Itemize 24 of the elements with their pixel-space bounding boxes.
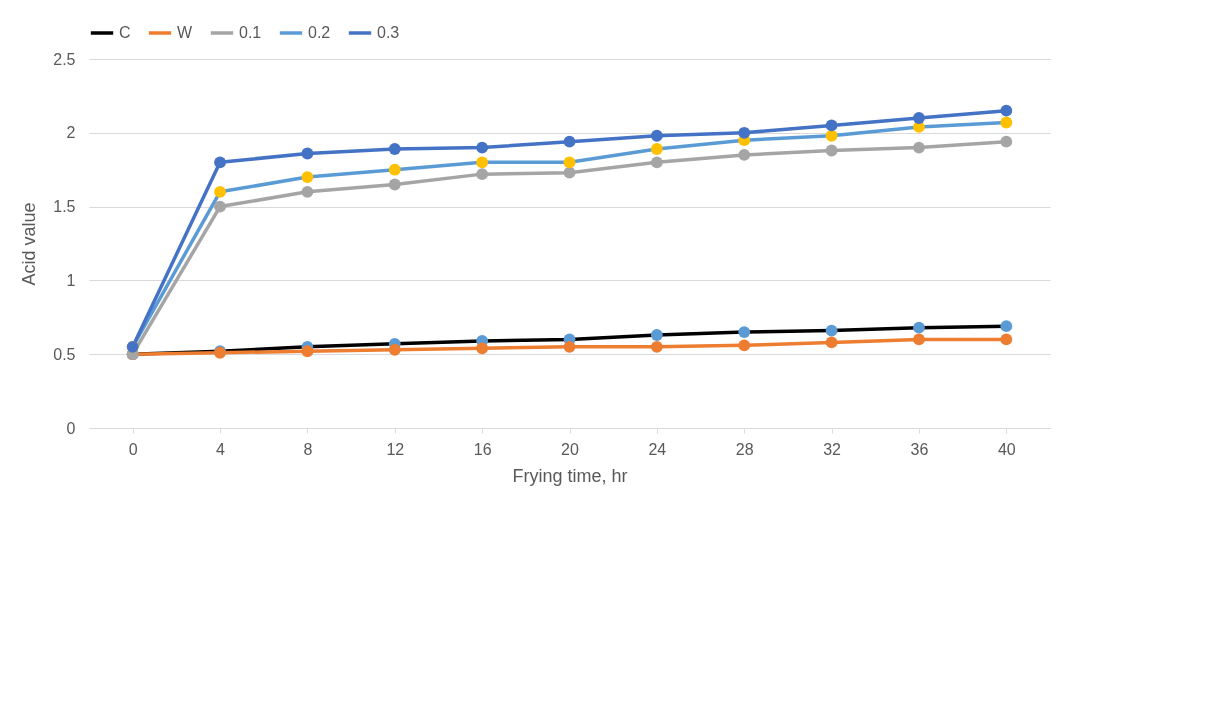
x-tick-label: 8 <box>303 440 313 458</box>
x-tick-label: 12 <box>386 440 405 458</box>
y-tick-label: 2.5 <box>53 50 76 68</box>
y-tick-label: 0 <box>66 419 76 437</box>
x-tick-label: 40 <box>997 440 1016 458</box>
legend-label: 0.1 <box>239 24 262 41</box>
x-tick-label: 32 <box>823 440 842 458</box>
x-tick-label: 0 <box>128 440 138 458</box>
legend-label: C <box>119 24 131 41</box>
y-tick-label: 2 <box>66 124 76 142</box>
y-axis-title: Acid value <box>19 202 40 286</box>
x-tick-label: 20 <box>561 440 579 458</box>
y-tick-label: 0.5 <box>53 345 76 363</box>
y-tick-label: 1.5 <box>53 198 76 216</box>
legend-label: 0.3 <box>377 24 400 41</box>
legend-label: W <box>177 24 193 41</box>
x-tick-label: 16 <box>473 440 492 458</box>
x-tick-label: 4 <box>216 440 226 458</box>
x-tick-label: 36 <box>910 440 929 458</box>
legend-label: 0.2 <box>308 24 331 41</box>
y-tick-label: 1 <box>66 271 76 289</box>
x-axis-title: Frying time, hr <box>512 465 628 486</box>
x-tick-label: 24 <box>648 440 667 458</box>
x-tick-label: 28 <box>735 440 754 458</box>
